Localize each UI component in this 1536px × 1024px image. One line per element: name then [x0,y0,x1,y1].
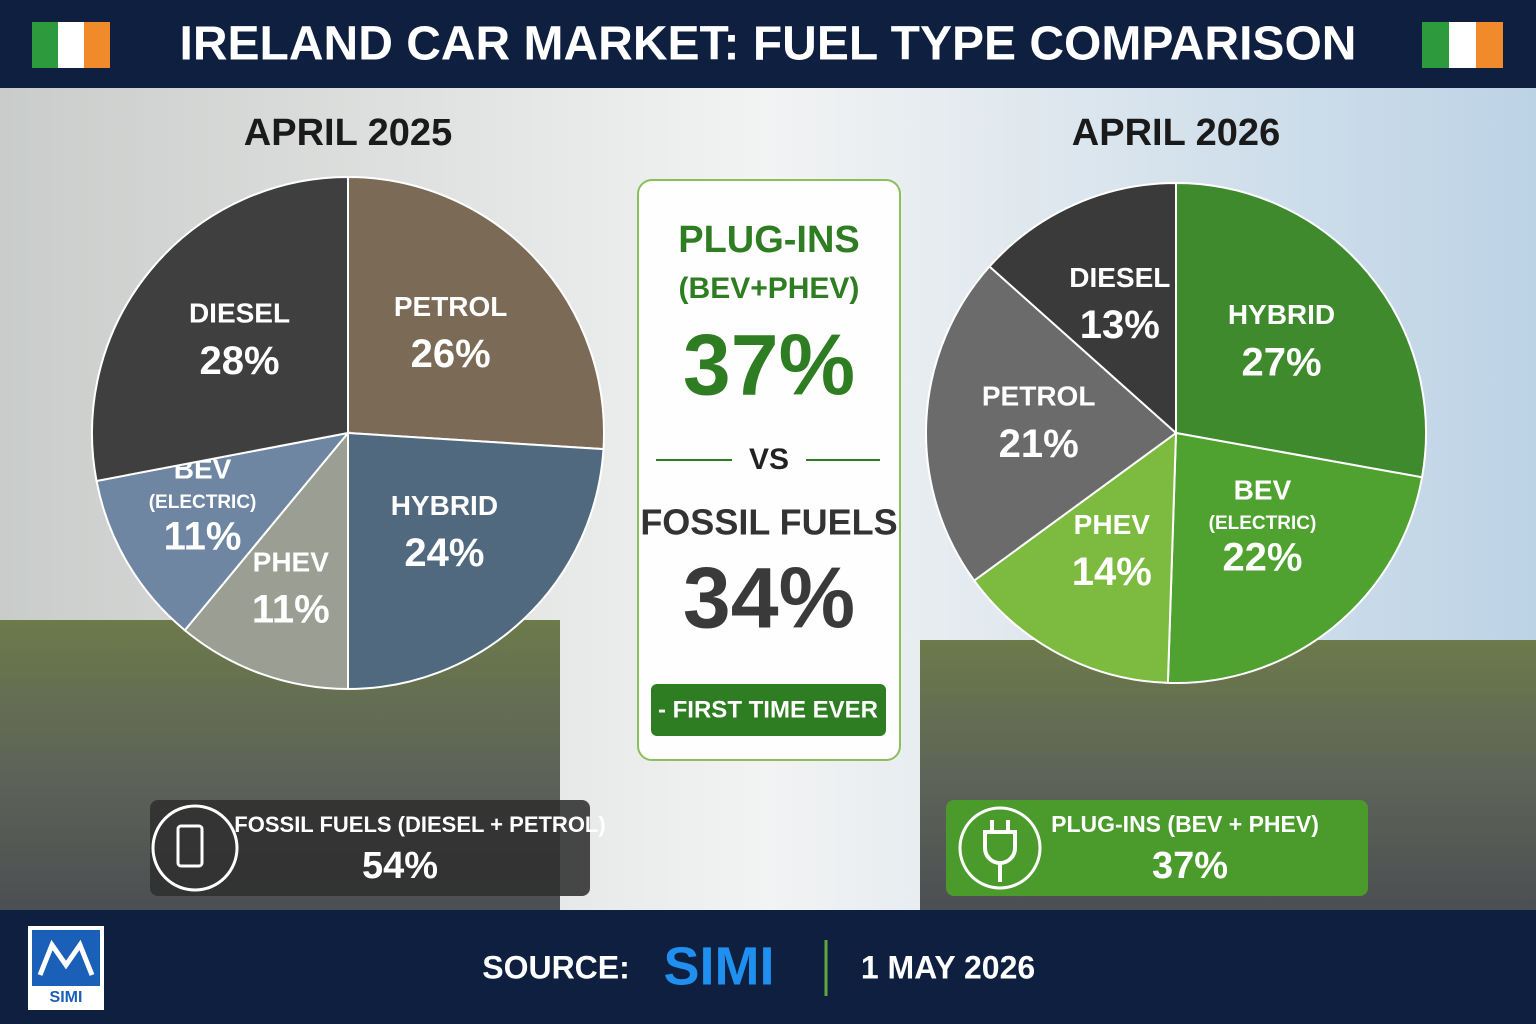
slice-label: HYBRID [1228,299,1335,330]
logo [32,930,100,986]
plugins-label: PLUG-INS [678,219,860,261]
plug-icon [983,820,1017,882]
slice-label: HYBRID [391,490,498,521]
slice-sublabel: (ELECTRIC) [149,492,257,513]
pie-slice [95,431,351,632]
header-bar [0,0,1536,88]
plugins-sub: (BEV+PHEV) [679,272,860,305]
fossil-value: 34% [683,551,855,647]
slice-value: 11% [164,515,242,559]
plug-icon [958,806,1042,890]
fossil-label: FOSSIL FUELS [640,502,897,543]
pie-slice [1166,431,1424,684]
slice-label: DIESEL [1069,262,1170,293]
title: IRELAND CAR MARKET: FUEL TYPE COMPARISON [180,18,1357,71]
pie-slice [347,431,605,691]
slice-value: 21% [999,422,1079,466]
plugins-box [946,800,1368,896]
slice-label: PHEV [1074,509,1151,540]
slice-label: PETROL [982,381,1096,412]
flag-right [1422,22,1503,68]
slice-value: 24% [404,531,484,575]
slice-label: PETROL [394,291,508,322]
fossil-box [150,800,590,896]
pie-slice [972,430,1178,684]
badge-text: - FIRST TIME EVER [658,696,878,723]
logo-mark [37,939,95,976]
pie-title: APRIL 2026 [1072,112,1280,154]
pie-slice [183,430,349,691]
slice-label: BEV [1234,474,1292,505]
fossil-box-label: FOSSIL FUELS (DIESEL + PETROL) [234,812,605,837]
date: 1 MAY 2026 [861,949,1035,985]
slice-value: 13% [1080,303,1160,347]
source: SIMI [663,936,774,996]
slice-value: 27% [1241,340,1321,384]
plugins-value: 37% [683,318,855,414]
pie-slice [347,175,605,451]
slice-value: 28% [199,339,279,383]
center-panel [637,179,901,761]
pie-slice [1175,181,1427,479]
slice-value: 26% [411,332,491,376]
slice-value: 11% [252,588,330,632]
source-label: SOURCE: [482,949,630,985]
footer-bar [0,910,1536,1024]
logo-text: SIMI [50,989,83,1006]
plugins-box-value: 37% [1152,845,1228,887]
slice-value: 14% [1072,550,1152,594]
slice-value: 22% [1222,535,1302,579]
pie-slice [925,265,1178,582]
pie-title: APRIL 2025 [244,112,452,154]
flag-left [32,22,110,68]
badge [651,684,886,736]
pie-slice [988,181,1177,436]
fuel-icon [151,804,239,892]
plugins-box-label: PLUG-INS (BEV + PHEV) [1051,811,1319,837]
fuel-icon [176,824,204,868]
vs: VS [749,443,789,476]
pie-slice [91,175,349,483]
slice-label: PHEV [253,546,330,577]
fossil-box-value: 54% [362,845,438,887]
slice-label: DIESEL [189,298,290,329]
slice-sublabel: (ELECTRIC) [1209,513,1317,534]
